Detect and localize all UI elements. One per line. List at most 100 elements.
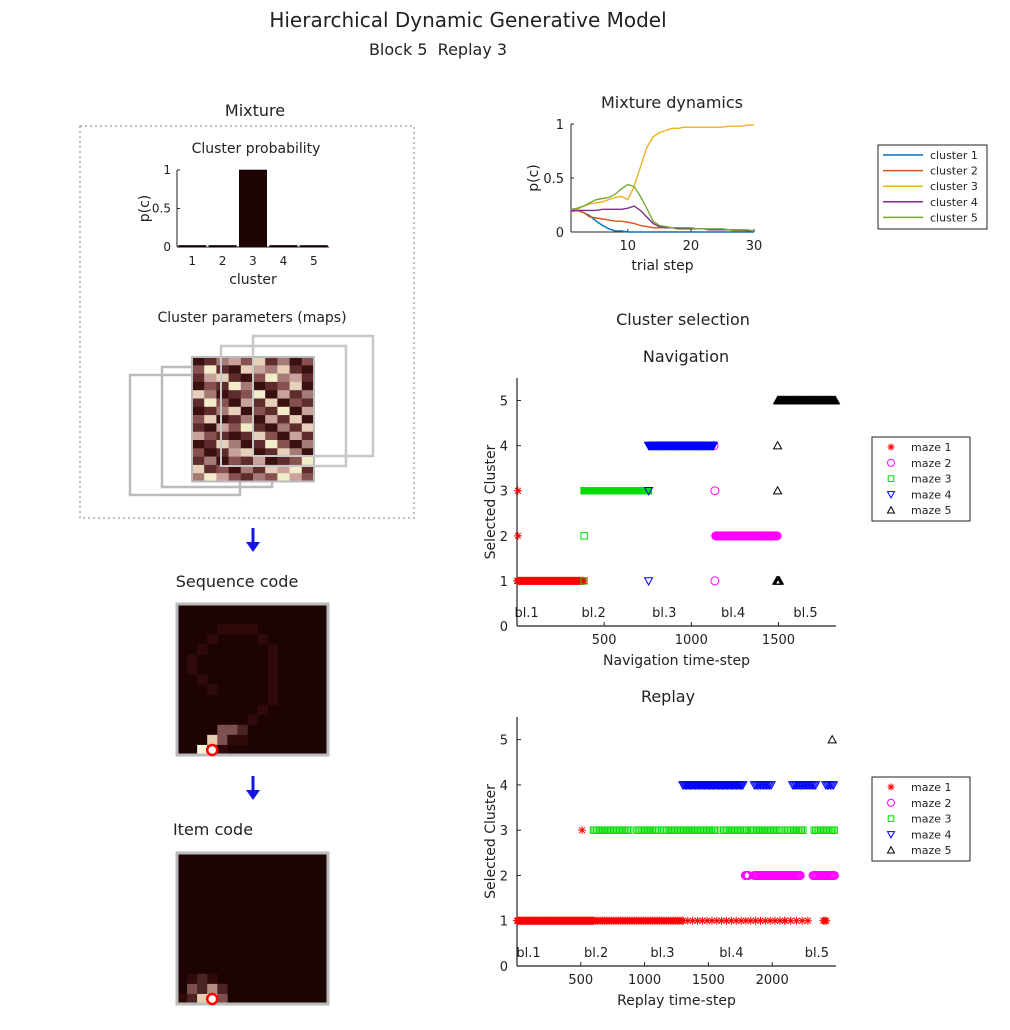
- map-cell: [253, 390, 266, 399]
- code-cell: [177, 993, 188, 1005]
- data-point: [707, 916, 716, 925]
- map-cell: [265, 357, 278, 366]
- legend-entry: cluster 4: [930, 196, 978, 209]
- map-cell: [265, 423, 278, 432]
- map-cell: [277, 373, 290, 383]
- map-cell: [228, 381, 242, 391]
- legend-entry: maze 4: [911, 488, 952, 501]
- map-frame-overlay: [252, 335, 374, 457]
- map-cell: [301, 381, 315, 391]
- map-cell: [204, 456, 217, 466]
- data-point: [513, 531, 522, 540]
- x-tick-label: 1000: [675, 633, 708, 648]
- y-axis-label: p(c): [137, 195, 153, 223]
- map-cell: [277, 473, 290, 482]
- data-point: [772, 440, 783, 450]
- map-cell: [240, 357, 254, 366]
- y-tick-label: 5: [500, 734, 508, 749]
- map-cell: [253, 423, 266, 432]
- map-cell: [216, 440, 229, 449]
- data-point: [771, 916, 780, 925]
- mixture-title: Mixture: [225, 101, 285, 120]
- map-cell: [265, 431, 278, 441]
- cluster-probability-title: Cluster probability: [192, 141, 321, 157]
- block-label: bl.1: [516, 946, 540, 961]
- map-cell: [289, 440, 303, 449]
- data-point: [578, 826, 587, 835]
- data-point: [683, 916, 692, 925]
- y-tick-label: 0: [500, 620, 508, 635]
- data-point: [710, 486, 720, 496]
- map-cell: [192, 373, 205, 383]
- x-tick-label: 5: [310, 254, 318, 268]
- map-cell: [289, 464, 303, 474]
- block-label: bl.4: [719, 946, 743, 961]
- data-point: [732, 916, 741, 925]
- map-cell: [216, 390, 229, 399]
- series-maze-3: [580, 487, 652, 585]
- map-cell: [301, 440, 315, 449]
- map-cell: [265, 398, 278, 408]
- series-line-cluster-5: [570, 183, 755, 232]
- map-cell: [253, 415, 266, 424]
- code-cell: [187, 973, 198, 985]
- legend-entry: maze 4: [911, 828, 952, 841]
- legend-entry: maze 5: [911, 504, 952, 517]
- map-cell: [301, 365, 315, 374]
- data-point: [698, 916, 707, 925]
- code-cell: [267, 694, 278, 705]
- code-cell: [227, 734, 238, 746]
- map-cell: [204, 448, 217, 457]
- code-cell: [237, 624, 248, 635]
- map-cell: [228, 415, 242, 424]
- cluster-probability-chart: 0 0.5 1 1 2 3 4 5 cluster p(c): [137, 163, 329, 288]
- block-label: bl.4: [721, 606, 745, 621]
- map-cell: [240, 415, 254, 424]
- map-cell: [277, 390, 290, 399]
- data-point: [780, 916, 789, 925]
- x-tick-label: 1000: [628, 973, 661, 988]
- map-cell: [192, 390, 205, 399]
- block-label: bl.3: [650, 946, 674, 961]
- code-cell: [187, 993, 198, 1005]
- position-marker: [205, 992, 219, 1006]
- map-cell: [204, 406, 217, 416]
- series-maze-5: [771, 395, 841, 585]
- map-cell: [301, 406, 315, 416]
- data-point: [774, 575, 785, 585]
- map-cell: [228, 431, 242, 441]
- y-axis-label: p(c): [526, 164, 542, 192]
- navigation-title: Navigation: [643, 347, 729, 366]
- map-cell: [253, 398, 266, 408]
- data-point: [761, 916, 770, 925]
- data-point: [810, 781, 821, 790]
- legend-entry: cluster 1: [930, 149, 978, 162]
- map-cell: [253, 406, 266, 416]
- data-point: [775, 916, 784, 925]
- series-line-cluster-3: [570, 124, 754, 212]
- legend-entry: maze 3: [911, 473, 952, 486]
- y-axis-label: Selected Cluster: [483, 784, 499, 899]
- data-point: [693, 916, 702, 925]
- map-cell: [289, 473, 303, 482]
- legend-entry: maze 2: [911, 457, 952, 470]
- code-cell: [237, 724, 248, 736]
- map-cell: [216, 448, 229, 457]
- series-maze-5: [827, 734, 838, 744]
- data-point: [756, 916, 765, 925]
- block-label: bl.2: [582, 606, 606, 621]
- block-label: bl.5: [793, 606, 817, 621]
- arrow-head: [246, 790, 260, 800]
- y-tick-label: 0: [556, 226, 564, 241]
- map-cell: [277, 406, 290, 416]
- map-cell: [228, 365, 242, 374]
- code-cell: [197, 983, 208, 995]
- y-tick-label: 1: [556, 118, 564, 133]
- map-cell: [240, 373, 254, 383]
- bar-cluster-4: [269, 245, 298, 248]
- x-tick-label: 500: [592, 633, 617, 648]
- map-cell: [265, 406, 278, 416]
- map-cell: [228, 473, 242, 482]
- code-cell: [217, 983, 228, 995]
- code-cell: [217, 624, 228, 635]
